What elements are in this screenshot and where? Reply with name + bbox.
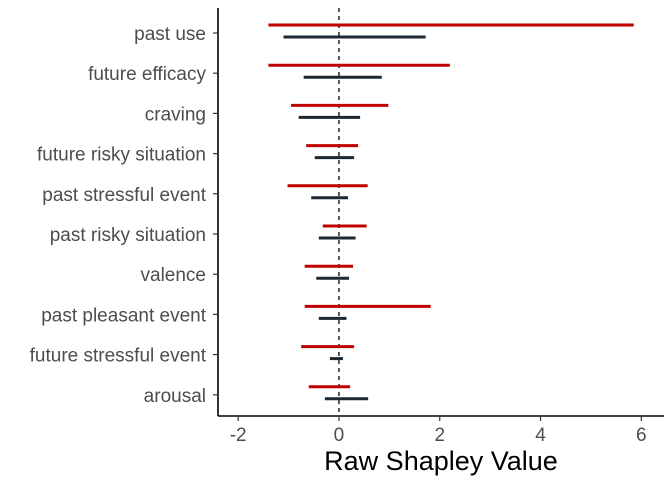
category-label: arousal: [144, 386, 206, 407]
category-label: past pleasant event: [41, 305, 207, 326]
category-label: craving: [145, 104, 206, 125]
x-tick-label: 4: [535, 425, 546, 446]
category-label: past stressful event: [42, 185, 206, 206]
x-axis-ticks: -2 0 2 4 6: [230, 416, 647, 446]
category-label: future stressful event: [30, 346, 207, 367]
interval-marks: [268, 23, 634, 401]
category-label: past use: [134, 24, 206, 45]
x-axis-title: Raw Shapley Value: [324, 446, 558, 476]
x-tick-label: 0: [334, 425, 345, 446]
x-tick-label: 6: [636, 425, 647, 446]
category-label: future risky situation: [37, 145, 206, 166]
category-labels: past use future efficacy craving future ris…: [30, 24, 207, 407]
axes: [213, 8, 664, 417]
category-label: future efficacy: [88, 64, 206, 85]
category-label: past risky situation: [50, 225, 206, 246]
x-tick-label: 2: [434, 425, 445, 446]
x-tick-label: -2: [230, 425, 247, 446]
category-label: valence: [141, 265, 207, 286]
